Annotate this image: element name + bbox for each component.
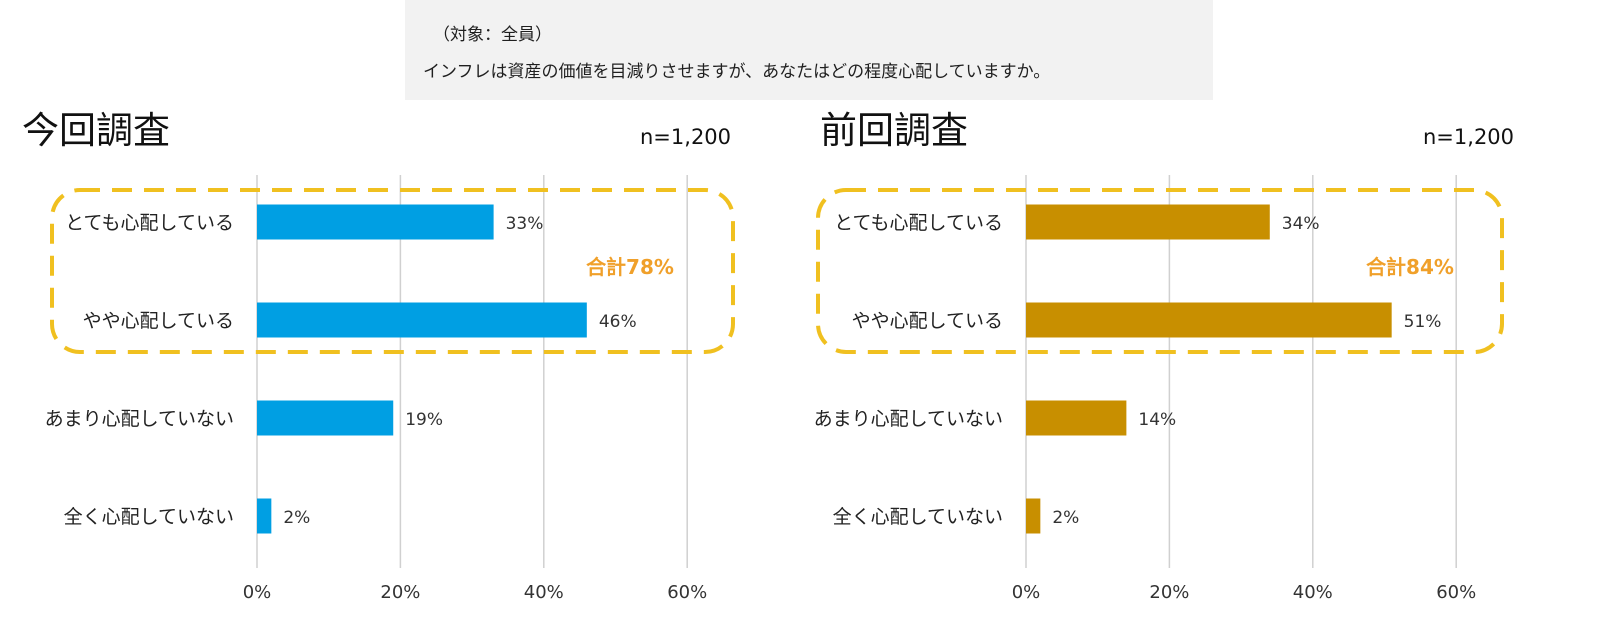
- value-label: 51%: [1404, 312, 1442, 332]
- bar: [257, 400, 394, 436]
- x-tick-label: 60%: [1436, 582, 1476, 603]
- current-survey-chart: 0% 20% 40% 60% とても心配している 33% やや心配している 46% あまり心配し…: [45, 175, 735, 603]
- value-label: 46%: [599, 312, 637, 332]
- total-label: 合計78%: [586, 255, 674, 279]
- category-label: あまり心配していない: [814, 408, 1003, 430]
- bar: [1026, 204, 1270, 240]
- previous-survey-chart: 0% 20% 40% 60% とても心配している 34% やや心配している 51% あまり心配し…: [814, 175, 1504, 603]
- category-label: とても心配している: [65, 212, 234, 234]
- value-label: 33%: [506, 214, 544, 234]
- question-text: インフレは資産の価値を目減りさせますが、あなたはどの程度心配していますか。: [423, 62, 1051, 82]
- x-tick-label: 0%: [243, 582, 272, 603]
- x-tick-label: 0%: [1012, 582, 1041, 603]
- category-label: やや心配している: [83, 310, 234, 332]
- bar: [1026, 400, 1127, 436]
- x-tick-label: 40%: [1293, 582, 1333, 603]
- bar: [257, 204, 494, 240]
- category-label: とても心配している: [834, 212, 1003, 234]
- bar: [257, 302, 587, 338]
- value-label: 14%: [1138, 410, 1176, 430]
- category-label: あまり心配していない: [45, 408, 234, 430]
- bar: [1026, 302, 1392, 338]
- question-box: （対象：全員） インフレは資産の価値を目減りさせますが、あなたはどの程度心配して…: [405, 0, 1213, 100]
- value-label: 19%: [405, 410, 443, 430]
- highlight-box: [50, 188, 735, 354]
- x-tick-label: 20%: [1149, 582, 1189, 603]
- total-label: 合計84%: [1366, 255, 1454, 279]
- previous-survey-sample-size: n=1,200: [1423, 125, 1515, 149]
- bar: [257, 498, 272, 534]
- previous-survey-title: 前回調査: [820, 109, 968, 152]
- x-tick-label: 60%: [667, 582, 707, 603]
- bar: [1026, 498, 1041, 534]
- x-tick-label: 40%: [524, 582, 564, 603]
- previous-survey-panel: 前回調査 n=1,200 0% 20% 40% 60% とても心配している 34% やや心配…: [790, 0, 1580, 627]
- value-label: 34%: [1282, 214, 1320, 234]
- x-tick-label: 20%: [380, 582, 420, 603]
- category-label: 全く心配していない: [64, 506, 234, 528]
- highlight-box: [816, 188, 1504, 354]
- current-survey-sample-size: n=1,200: [640, 125, 732, 149]
- category-label: 全く心配していない: [833, 506, 1003, 528]
- question-target: （対象：全員）: [433, 25, 552, 45]
- current-survey-panel: 今回調査 n=1,200 0% 20% 40% 60% とても心配している 33% やや心配…: [0, 0, 790, 627]
- current-survey-title: 今回調査: [22, 109, 170, 152]
- category-label: やや心配している: [852, 310, 1003, 332]
- value-label: 2%: [283, 508, 310, 528]
- value-label: 2%: [1052, 508, 1079, 528]
